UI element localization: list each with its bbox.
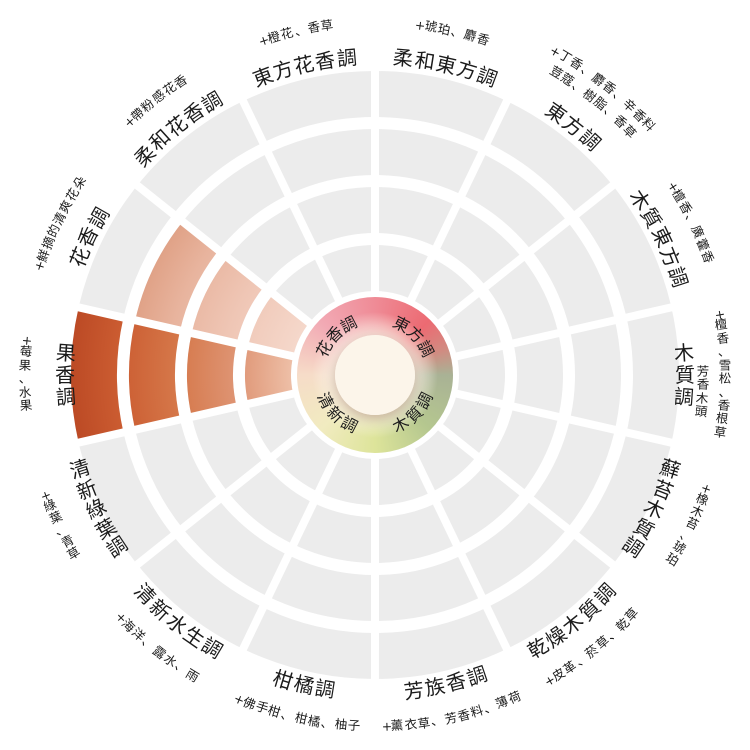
sector-label-6-char: 木 bbox=[673, 340, 696, 367]
sector-divider bbox=[404, 91, 515, 308]
sector-label-6-char: 調 bbox=[673, 383, 696, 410]
sector-label-3-char: 柔 bbox=[392, 45, 415, 72]
wheel-value-segment bbox=[245, 346, 294, 404]
wheel-value-segment bbox=[191, 257, 264, 344]
sector-descriptor-10-0-char: 子 bbox=[347, 717, 361, 734]
wheel-value-segment bbox=[71, 307, 124, 443]
sector-descriptor-2-0-char: 、 bbox=[292, 21, 309, 39]
sector-descriptor-10-0-char: 橘 bbox=[306, 712, 322, 730]
sector-descriptor-9-0-char: 、 bbox=[429, 712, 445, 730]
wheel-value-segment bbox=[129, 320, 181, 430]
sector-label-3-char: 東 bbox=[433, 51, 459, 79]
sector-divider bbox=[127, 176, 318, 331]
sector-label-3-char: 和 bbox=[412, 47, 437, 75]
sector-label-9-char: 族 bbox=[423, 673, 448, 701]
sector-label-9-char: 芳 bbox=[402, 677, 426, 704]
sector-divider bbox=[127, 419, 318, 574]
sector-descriptor-6-1-char: 頭 bbox=[693, 403, 709, 420]
sector-label-6-char: 質 bbox=[675, 363, 695, 387]
center-circle bbox=[335, 335, 415, 415]
sector-descriptor-10-0-char: 、 bbox=[320, 714, 335, 732]
wheel-value-segment bbox=[248, 293, 310, 357]
sector-divider bbox=[68, 388, 301, 449]
sector-descriptor-6-0-char: 松 bbox=[718, 370, 732, 386]
sector-descriptor-6-0-char: 草 bbox=[712, 423, 728, 441]
sector-descriptor-10-0-char: 柚 bbox=[333, 716, 348, 733]
sector-label-2-char: 調 bbox=[335, 45, 358, 72]
sector-descriptor-10-0-char: 柑 bbox=[293, 709, 309, 727]
sector-label-13-char: 香 bbox=[55, 363, 75, 387]
sector-divider bbox=[68, 301, 301, 362]
sector-label-10-char: 調 bbox=[313, 675, 338, 703]
sector-label-13-char: 果 bbox=[54, 340, 77, 367]
wheel-value-segment bbox=[187, 333, 237, 417]
sector-divider bbox=[449, 301, 682, 362]
sector-descriptor-2-0-char: 香 bbox=[306, 19, 322, 37]
sector-label-13-char: 調 bbox=[54, 383, 77, 410]
sector-descriptor-3-0-char: 琥 bbox=[423, 18, 439, 36]
wheel-value-segment bbox=[135, 221, 219, 331]
sector-divider bbox=[432, 176, 623, 331]
sector-descriptor-9-0-char: 衣 bbox=[403, 716, 418, 733]
sector-divider bbox=[449, 388, 682, 449]
sector-descriptor-2-0-char: 草 bbox=[319, 17, 335, 34]
sector-divider bbox=[235, 91, 346, 308]
sector-divider bbox=[404, 442, 515, 659]
sector-divider bbox=[432, 419, 623, 574]
sector-descriptor-13-0-char: 果 bbox=[19, 397, 34, 414]
sector-label-2-char: 香 bbox=[313, 47, 338, 75]
sector-divider bbox=[235, 442, 346, 659]
sector-descriptor-9-0-char: 草 bbox=[416, 714, 432, 732]
sector-descriptor-9-0-char: 薰 bbox=[390, 717, 404, 734]
